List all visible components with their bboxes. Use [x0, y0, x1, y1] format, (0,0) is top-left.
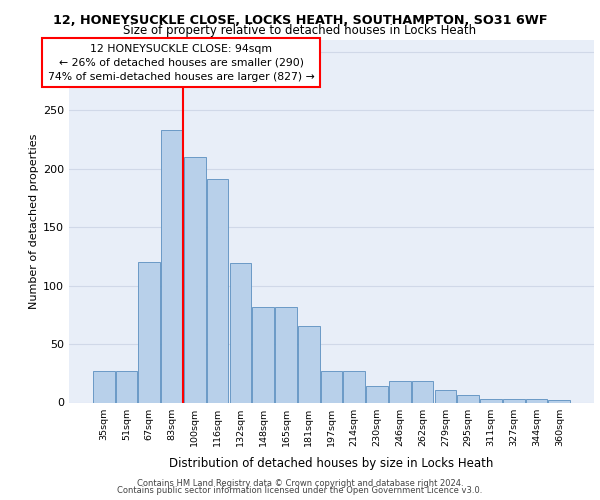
Text: Size of property relative to detached houses in Locks Heath: Size of property relative to detached ho…	[124, 24, 476, 37]
Bar	[503, 399, 524, 402]
Bar	[184, 157, 206, 402]
Bar	[139, 262, 160, 402]
Bar	[366, 386, 388, 402]
Bar	[93, 371, 115, 402]
Bar	[343, 371, 365, 402]
Bar	[434, 390, 456, 402]
Bar	[253, 306, 274, 402]
Bar	[389, 382, 410, 402]
Text: Contains HM Land Registry data © Crown copyright and database right 2024.: Contains HM Land Registry data © Crown c…	[137, 478, 463, 488]
Bar	[412, 382, 433, 402]
Text: 12 HONEYSUCKLE CLOSE: 94sqm
← 26% of detached houses are smaller (290)
74% of se: 12 HONEYSUCKLE CLOSE: 94sqm ← 26% of det…	[48, 44, 314, 82]
Bar	[275, 306, 297, 402]
Bar	[207, 179, 229, 402]
Y-axis label: Number of detached properties: Number of detached properties	[29, 134, 39, 309]
X-axis label: Distribution of detached houses by size in Locks Heath: Distribution of detached houses by size …	[169, 457, 494, 470]
Bar	[320, 371, 343, 402]
Bar	[230, 264, 251, 402]
Text: Contains public sector information licensed under the Open Government Licence v3: Contains public sector information licen…	[118, 486, 482, 495]
Text: 12, HONEYSUCKLE CLOSE, LOCKS HEATH, SOUTHAMPTON, SO31 6WF: 12, HONEYSUCKLE CLOSE, LOCKS HEATH, SOUT…	[53, 14, 547, 27]
Bar	[548, 400, 570, 402]
Bar	[480, 399, 502, 402]
Bar	[457, 396, 479, 402]
Bar	[116, 371, 137, 402]
Bar	[298, 326, 320, 402]
Bar	[526, 399, 547, 402]
Bar	[161, 130, 183, 402]
